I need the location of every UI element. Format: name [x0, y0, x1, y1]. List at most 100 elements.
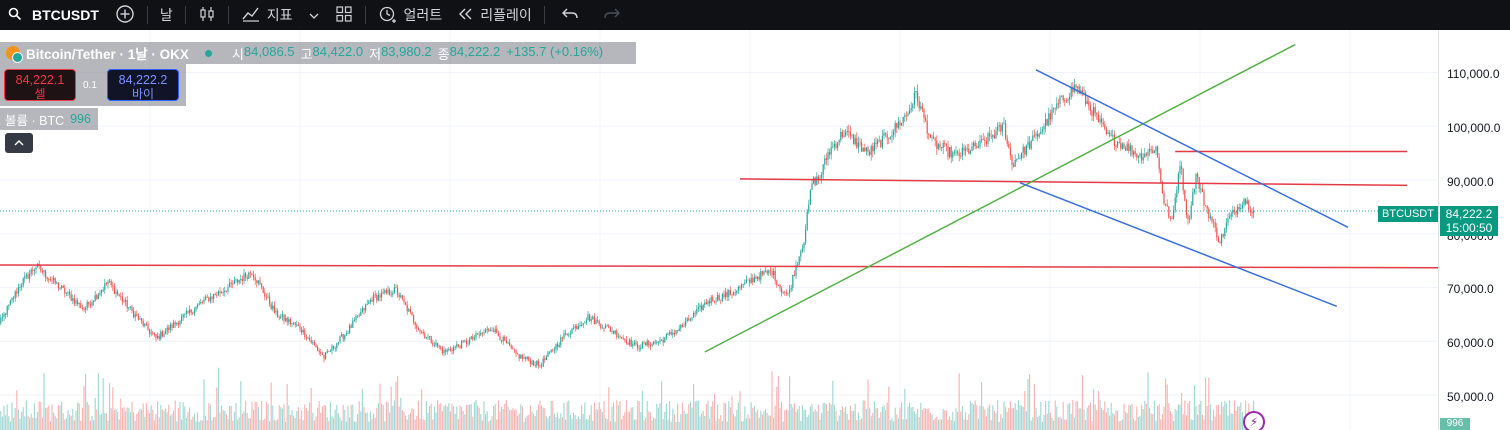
volume-bar	[373, 413, 375, 430]
redo-button[interactable]	[591, 0, 633, 30]
candle-body	[435, 342, 437, 346]
candle-body	[174, 322, 176, 325]
legend-title[interactable]: Bitcoin/Tether · 1날 · OKX	[26, 47, 189, 62]
volume-bar	[577, 416, 579, 430]
volume-bar	[1158, 404, 1160, 430]
volume-bar	[478, 407, 480, 430]
volume-bar	[285, 421, 287, 430]
volume-bar	[721, 421, 723, 430]
volume-bar	[744, 406, 746, 430]
volume-bar	[1024, 390, 1026, 430]
interval-button[interactable]: 날	[152, 0, 181, 30]
volume-bar	[966, 419, 968, 430]
price-chart[interactable]	[0, 30, 1438, 430]
candle-body	[603, 327, 605, 329]
volume-bar	[859, 419, 861, 430]
candle-body	[176, 322, 178, 325]
volume-bar	[1139, 415, 1141, 430]
volume-bar	[768, 415, 770, 430]
candle-body	[555, 344, 557, 350]
candle-body	[472, 336, 474, 340]
buy-button[interactable]: 84,222.2 바이	[107, 69, 179, 101]
candle-body	[262, 286, 264, 293]
candle-body	[1163, 193, 1165, 204]
candle-body	[168, 327, 170, 330]
chart-type-button[interactable]	[190, 0, 224, 30]
chart-pane[interactable]	[0, 30, 1510, 430]
candle-body	[619, 336, 621, 338]
volume-bar	[398, 406, 400, 430]
candle-body	[1185, 200, 1187, 216]
volume-bar	[177, 407, 179, 430]
candle-body	[811, 183, 813, 190]
volume-bar	[819, 419, 821, 430]
volume-bar	[774, 405, 776, 430]
candle-body	[768, 270, 770, 274]
candle-body	[437, 342, 439, 347]
volume-bar	[61, 401, 63, 430]
layout-button[interactable]	[327, 0, 361, 30]
candle-body	[1193, 188, 1195, 193]
volume-bar	[1219, 414, 1221, 430]
indicators-button[interactable]: 지표	[233, 0, 327, 30]
candle-body	[947, 145, 949, 157]
candle-body	[69, 291, 71, 295]
volume-bar	[995, 413, 997, 430]
candle-body	[713, 301, 715, 303]
volume-bar	[739, 391, 741, 430]
volume-bar	[574, 414, 576, 430]
volume-bar	[467, 404, 469, 430]
volume-bar	[1035, 407, 1037, 430]
replay-button[interactable]: 리플레이	[450, 0, 540, 30]
candle-body	[310, 339, 312, 343]
volume-bar	[179, 401, 181, 430]
candle-body	[289, 319, 291, 325]
candle-body	[1078, 86, 1080, 94]
volume-bar	[1101, 407, 1103, 430]
candle-body	[579, 325, 581, 327]
candle-body	[1017, 158, 1019, 160]
volume-bar	[22, 407, 24, 430]
volume-legend-value: 996	[70, 112, 91, 126]
candle-body	[62, 285, 64, 288]
candle-body	[681, 325, 683, 327]
candle-body	[449, 348, 451, 351]
volume-bar	[1096, 410, 1098, 430]
volume-bar	[737, 402, 739, 430]
volume-bar	[1134, 420, 1136, 430]
volume-bar	[294, 418, 296, 430]
sell-button[interactable]: 84,222.1 셀	[4, 69, 76, 101]
candle-body	[409, 309, 411, 312]
volume-legend[interactable]: 볼륨 · BTC 996	[0, 108, 98, 130]
volume-bar	[65, 418, 67, 430]
volume-bar	[741, 421, 743, 430]
candle-body	[641, 342, 643, 348]
candle-body	[19, 287, 21, 288]
volume-bar	[1125, 411, 1127, 430]
candle-body	[1176, 190, 1178, 198]
volume-bar	[1043, 414, 1045, 430]
collapse-legend-button[interactable]	[5, 133, 33, 153]
volume-bar	[824, 402, 826, 430]
candle-body	[57, 282, 59, 289]
candle-body	[395, 287, 397, 289]
candle-body	[992, 135, 994, 137]
candle-body	[1219, 242, 1221, 244]
candle-body	[1125, 148, 1127, 151]
undo-button[interactable]	[549, 0, 591, 30]
candle-body	[105, 283, 107, 285]
lightning-icon[interactable]: ⚡	[1243, 411, 1265, 430]
candle-body	[1200, 188, 1202, 190]
candle-body	[1046, 118, 1048, 126]
symbol-search[interactable]: BTCUSDT	[0, 0, 107, 30]
volume-bar	[102, 378, 104, 430]
volume-bar	[424, 420, 426, 430]
compare-button[interactable]	[107, 0, 143, 30]
volume-bar	[961, 405, 963, 430]
candle-body	[541, 365, 543, 367]
alerts-button[interactable]: 얼러트	[370, 0, 451, 30]
candle-body	[1133, 151, 1135, 155]
candle-body	[382, 292, 384, 294]
volume-bar	[129, 412, 131, 430]
volume-bar	[433, 406, 435, 430]
